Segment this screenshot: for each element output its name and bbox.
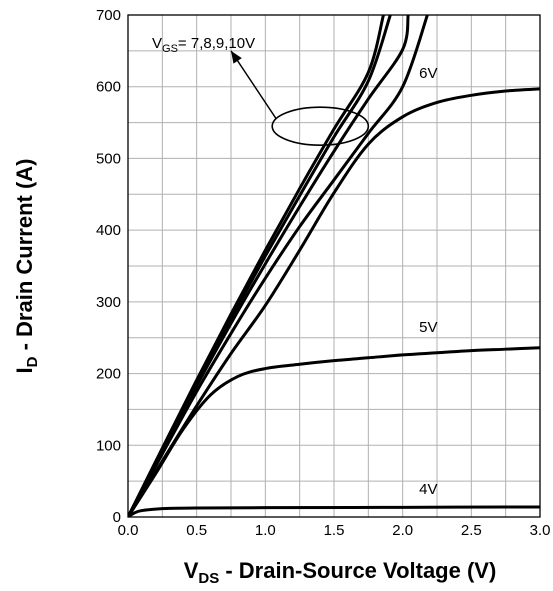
vgs-annotation: VGS= 7,8,9,10V [152,35,370,146]
x-tick-label: 1.0 [255,522,276,539]
y-tick-labels: 0 100 200 300 400 500 600 700 [96,7,121,526]
series-line-6v [128,87,540,517]
curve-label: 5V [419,319,437,336]
series-line-4v [128,505,540,517]
y-tick-label: 400 [96,222,121,239]
series-line-7v [128,15,429,517]
curve-label: 6V [419,65,437,82]
annotation-label: VGS= 7,8,9,10V [152,35,255,55]
x-axis-title-main: V [184,558,199,583]
y-tick-label: 600 [96,79,121,96]
y-tick-label: 0 [113,509,121,526]
annotation-label-main: V [152,35,162,52]
x-tick-label: 2.0 [392,522,413,539]
x-tick-label: 3.0 [530,522,551,539]
x-tick-label: 1.5 [324,522,345,539]
x-tick-label: 0.5 [186,522,207,539]
y-tick-label: 700 [96,7,121,24]
x-axis-title-rest: - Drain-Source Voltage (V) [219,558,496,583]
annotation-arrow-line [230,50,277,120]
series-line-5v [128,346,540,517]
series-line-8v [128,15,410,517]
x-tick-label: 0.0 [118,522,139,539]
y-axis-title-sub: D [24,356,41,367]
curve-label: 4V [419,481,437,498]
annotation-arrow-head [231,50,242,64]
annotation-label-rest: = 7,8,9,10V [178,35,255,52]
x-tick-label: 2.5 [461,522,482,539]
y-tick-label: 200 [96,366,121,383]
y-axis-title-main: I [12,367,37,373]
y-tick-label: 100 [96,437,121,454]
annotation-label-sub: GS [162,43,178,55]
series-group [128,15,540,517]
y-axis-title: ID - Drain Current (A) [12,159,41,374]
x-axis-title-sub: DS [198,570,219,587]
y-axis-title-rest: - Drain Current (A) [12,159,37,357]
x-axis-title: VDS - Drain-Source Voltage (V) [184,558,497,587]
curve-labels: 6V 5V 4V [419,65,437,498]
x-tick-labels: 0.0 0.5 1.0 1.5 2.0 2.5 3.0 [118,522,551,539]
y-tick-label: 500 [96,150,121,167]
y-tick-label: 300 [96,294,121,311]
plot-frame [127,14,541,518]
grid [128,15,540,517]
annotation-ellipse [271,106,370,146]
